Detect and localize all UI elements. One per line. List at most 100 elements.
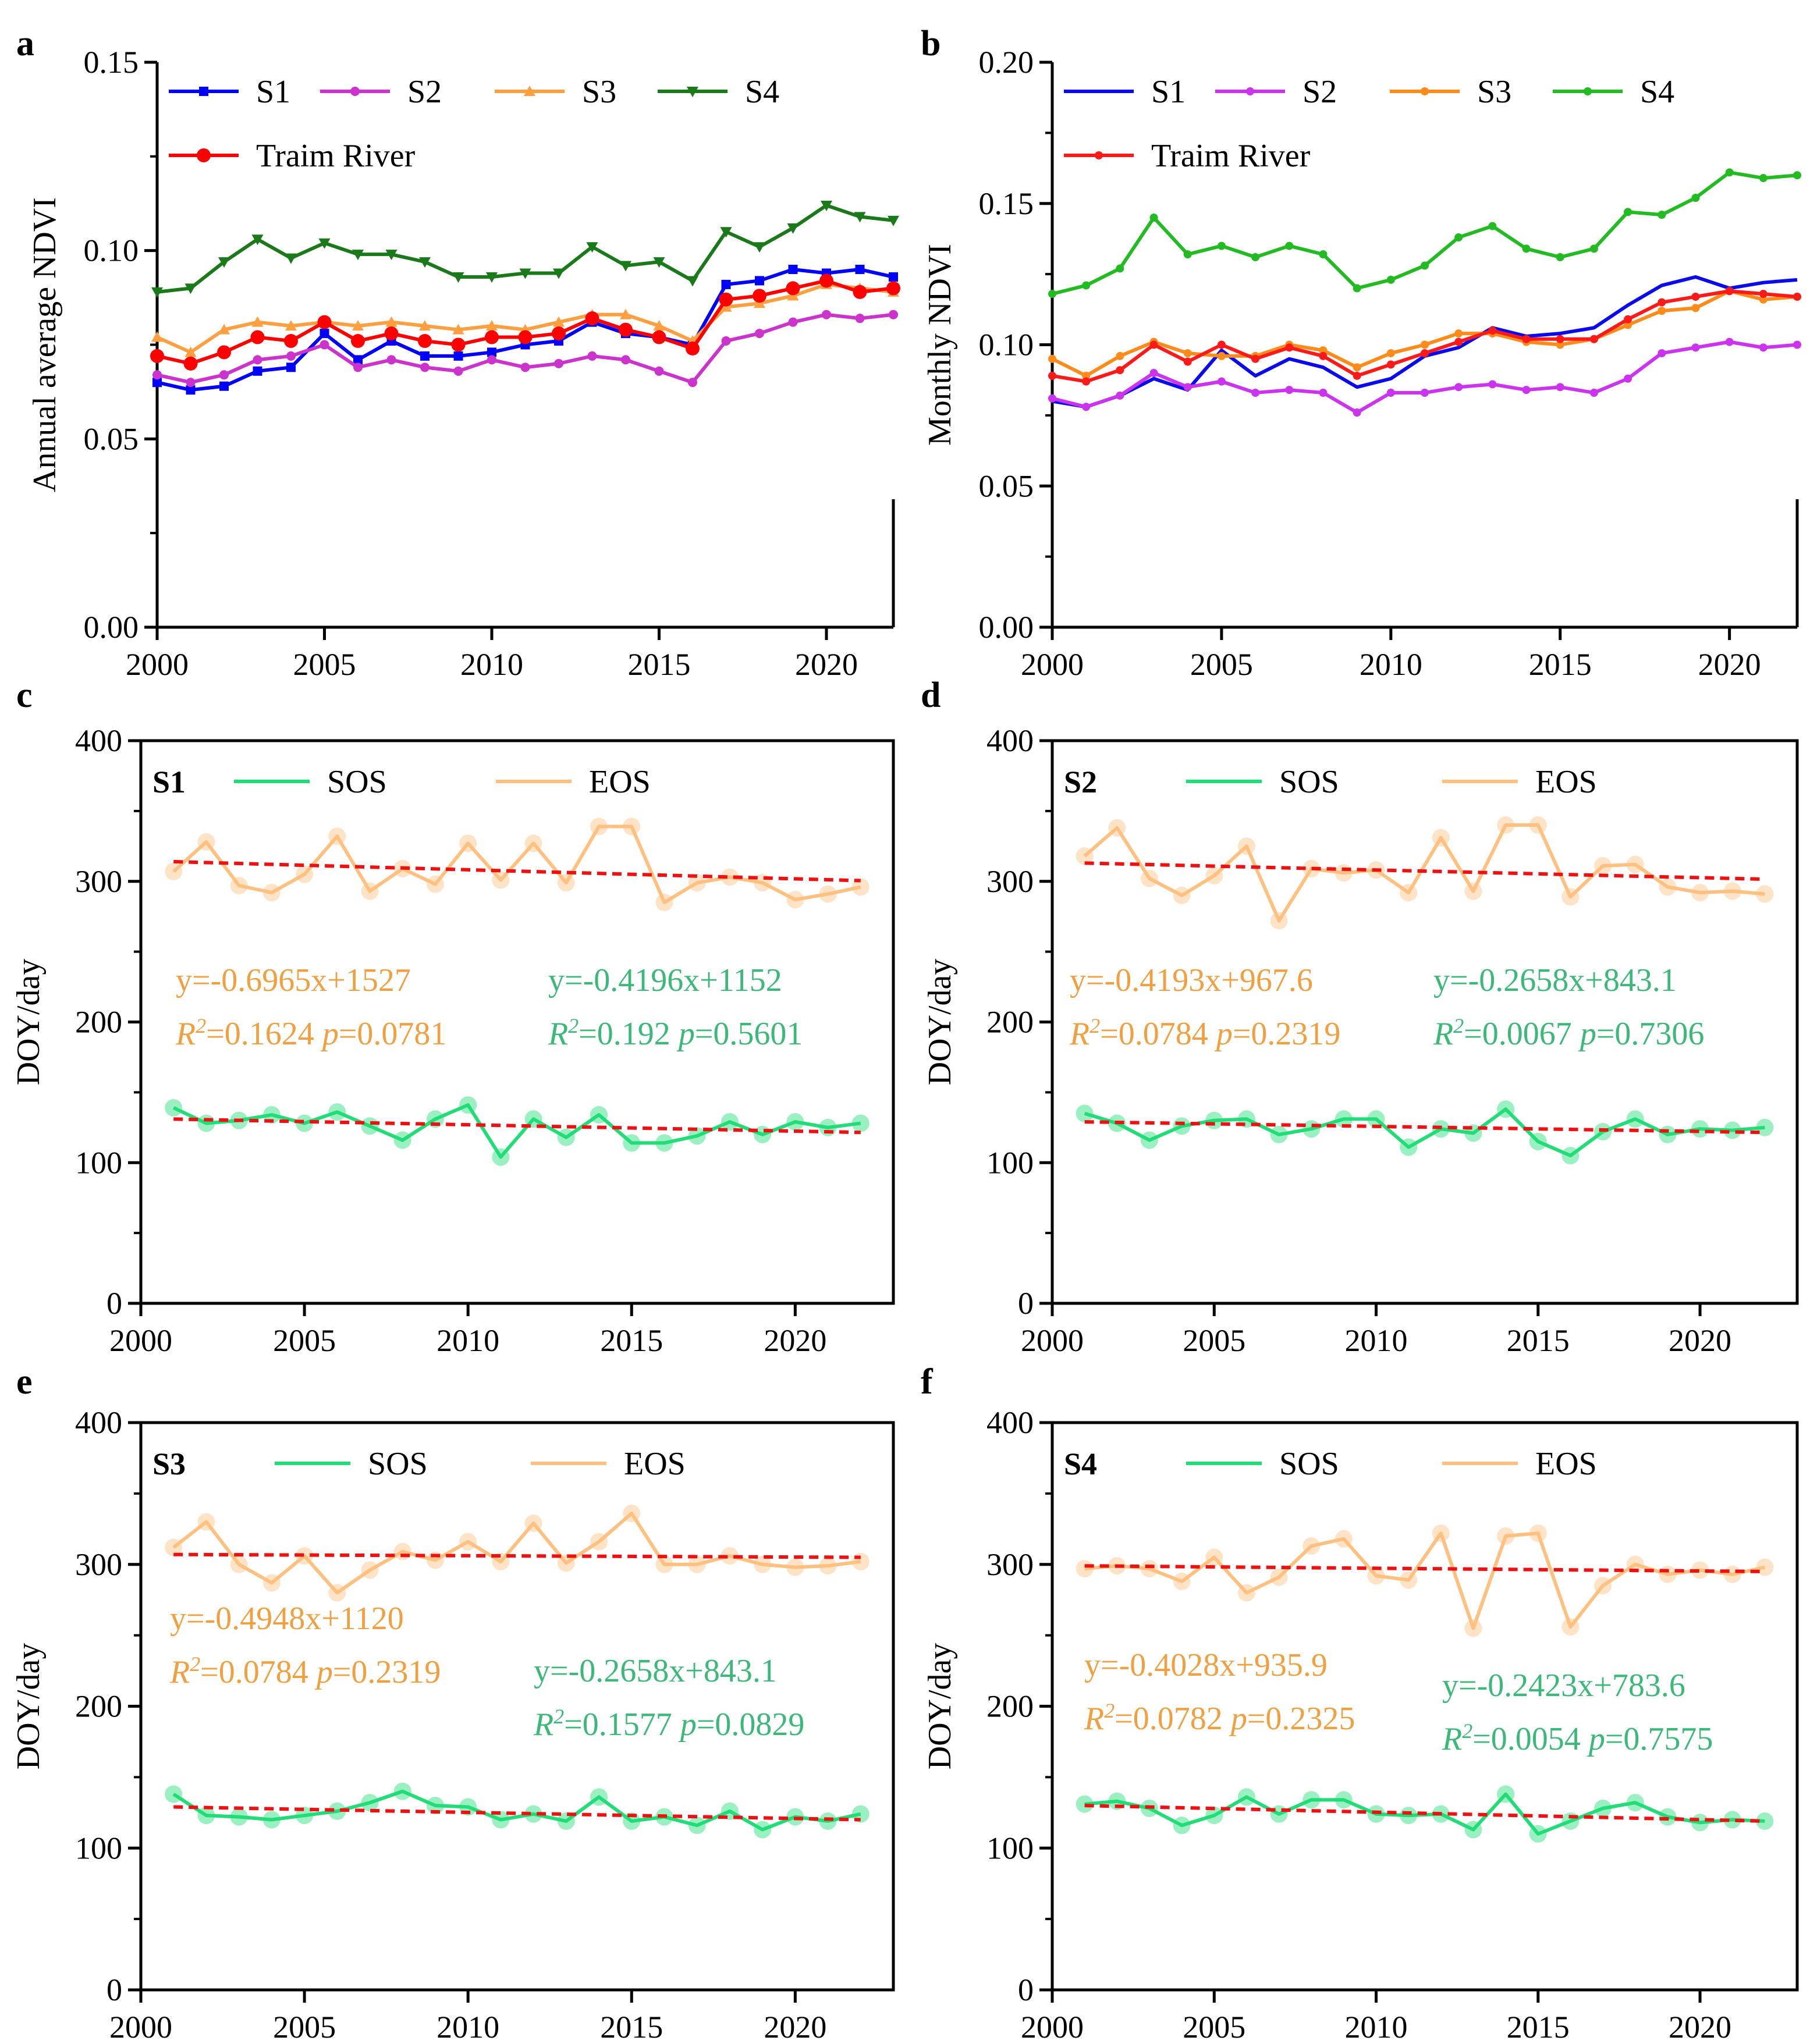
- data-point: [1529, 816, 1547, 834]
- data-point: [1529, 1825, 1547, 1843]
- data-point: [1303, 859, 1321, 877]
- stat-part: [670, 1016, 679, 1052]
- series-sos: [1076, 1100, 1774, 1165]
- panel-tag: S1: [152, 765, 186, 799]
- stat-part: =0.1624: [206, 1016, 314, 1052]
- data-point: [552, 326, 566, 341]
- data-point: [1759, 290, 1768, 298]
- panel-letter-e: e: [16, 1362, 33, 1402]
- x-tick-label: 2010: [436, 1323, 499, 1358]
- data-point: [1048, 371, 1056, 380]
- x-tick-label: 2005: [1190, 647, 1253, 682]
- data-point: [286, 362, 296, 372]
- y-tick-label: 0: [107, 1972, 122, 2007]
- data-point: [1270, 1805, 1288, 1823]
- series-line: [172, 1512, 861, 1595]
- series-line: [172, 1103, 861, 1159]
- data-point: [1522, 335, 1531, 343]
- data-point: [150, 349, 164, 363]
- stat-part: =0.2325: [1247, 1701, 1355, 1737]
- stat-part: [1223, 1701, 1231, 1737]
- series-sos: [165, 1782, 869, 1839]
- data-point: [1691, 1120, 1709, 1138]
- stat-part: p: [1214, 1016, 1233, 1052]
- data-point: [855, 265, 865, 275]
- data-point: [426, 1797, 444, 1815]
- stat-part: R: [1442, 1721, 1462, 1757]
- data-point: [320, 340, 329, 350]
- data-point: [353, 362, 363, 372]
- data-point: [1237, 1788, 1255, 1806]
- data-point: [1303, 1791, 1321, 1809]
- data-point: [623, 817, 641, 836]
- data-point: [1076, 1104, 1094, 1122]
- data-point: [553, 268, 565, 279]
- data-point: [653, 320, 665, 331]
- data-point: [655, 1555, 673, 1573]
- series-line: [1052, 170, 1798, 296]
- stat-part: [1572, 1016, 1580, 1052]
- data-point: [486, 272, 498, 283]
- data-point: [655, 1134, 673, 1152]
- data-point: [1421, 87, 1429, 95]
- data-point: [1335, 1530, 1353, 1548]
- data-point: [1725, 287, 1734, 296]
- data-point: [754, 1555, 772, 1573]
- y-tick-label: 400: [986, 1405, 1034, 1440]
- data-point: [1464, 1821, 1482, 1839]
- data-point: [1217, 241, 1226, 250]
- data-point: [1270, 1568, 1288, 1586]
- data-point: [262, 884, 281, 902]
- stat-part: =0.192: [579, 1016, 670, 1052]
- data-point: [620, 261, 631, 272]
- chart-e: 2000 2005 2010 2015 2020 0 100 200 300 400 DOY/day…: [10, 1405, 895, 2044]
- data-point: [219, 381, 229, 391]
- x-tick-label: 2000: [1021, 2010, 1084, 2044]
- data-point: [754, 1821, 772, 1839]
- x-tick-label: 2015: [1507, 2010, 1570, 2044]
- data-point: [165, 1099, 183, 1117]
- panel-letter-f: f: [921, 1362, 934, 1402]
- data-point: [524, 86, 535, 96]
- data-point: [328, 1802, 346, 1820]
- data-point: [1400, 1807, 1418, 1825]
- data-point: [1691, 304, 1700, 312]
- data-point: [819, 885, 837, 903]
- data-point: [230, 1808, 248, 1826]
- eos-stats: R2=0.0784 p=0.2319: [169, 1652, 441, 1690]
- legend-label: EOS: [1535, 1446, 1597, 1482]
- data-point: [197, 833, 215, 851]
- data-point: [253, 366, 262, 376]
- data-point: [653, 257, 665, 268]
- data-point: [1659, 1565, 1677, 1583]
- y-axis-label: DOY/day: [10, 959, 47, 1086]
- data-point: [788, 317, 798, 327]
- stat-part: =0.0781: [339, 1016, 447, 1052]
- data-point: [1759, 174, 1768, 183]
- x-tick-label: 2020: [1698, 647, 1761, 682]
- y-tick-label: 0.05: [84, 421, 139, 456]
- data-point: [486, 320, 498, 331]
- stat-part: R: [548, 1016, 568, 1052]
- data-point: [453, 366, 463, 376]
- data-point: [688, 874, 706, 892]
- data-point: [230, 877, 248, 895]
- y-tick-label: 400: [986, 723, 1034, 758]
- data-point: [1756, 1558, 1774, 1576]
- series-line: [1052, 289, 1798, 383]
- x-tick-label: 2010: [436, 2010, 499, 2044]
- data-point: [320, 329, 329, 339]
- series-s4: [1048, 168, 1801, 298]
- eos-equation: y=-0.6965x+1527: [176, 962, 411, 998]
- y-tick-label: 200: [986, 1005, 1034, 1040]
- data-point: [1237, 837, 1255, 855]
- data-point: [1421, 340, 1429, 349]
- series-s2: [1048, 337, 1801, 417]
- data-point: [1529, 1524, 1547, 1542]
- data-point: [1561, 1618, 1580, 1636]
- data-point: [721, 279, 731, 289]
- trend-line: [173, 859, 861, 883]
- legend-label: Traim River: [1151, 138, 1311, 174]
- data-point: [487, 355, 496, 365]
- x-tick-label: 2010: [1360, 647, 1422, 682]
